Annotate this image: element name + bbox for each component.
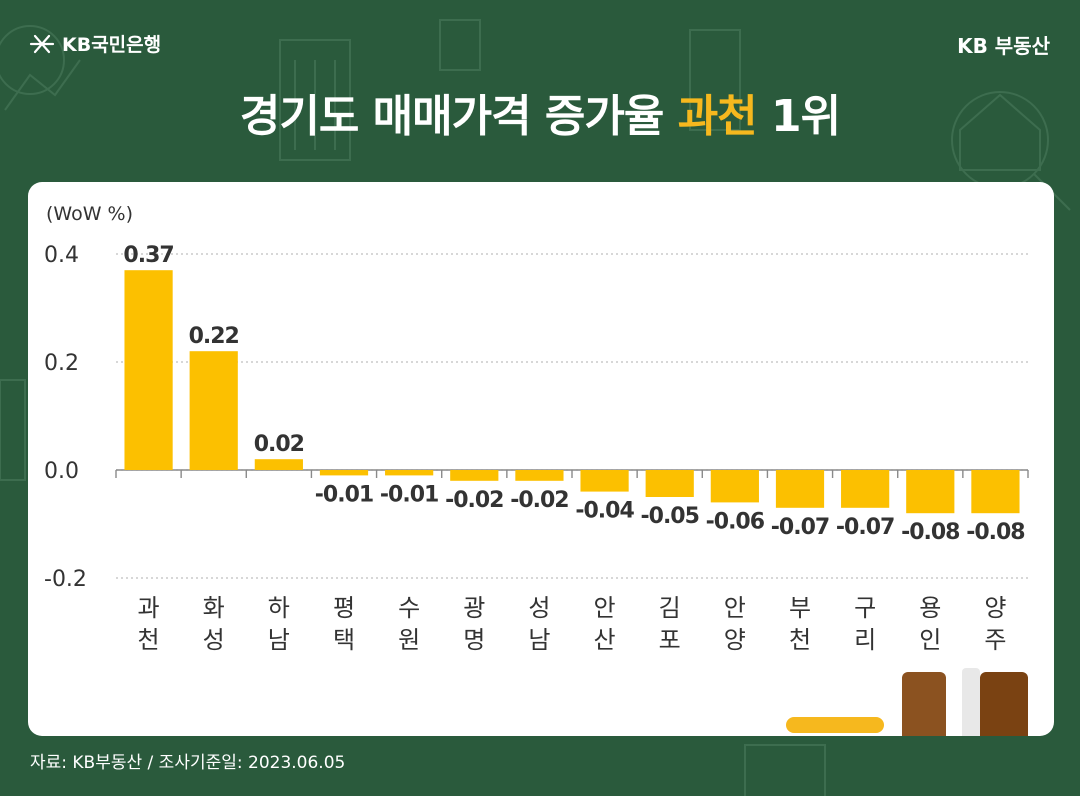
x-tick-label: 천 xyxy=(789,626,811,654)
brand-name: KB 부동산 xyxy=(957,34,1050,58)
bar xyxy=(906,470,955,514)
bar xyxy=(450,470,499,481)
data-label: -0.06 xyxy=(706,509,765,534)
kb-logo: KB국민은행 xyxy=(28,30,161,57)
x-tick-label: 명 xyxy=(463,626,485,654)
x-tick-label: 남 xyxy=(528,626,550,654)
page-title: 경기도 매매가격 증가율 과천 1위 xyxy=(0,80,1080,144)
bar xyxy=(645,470,694,497)
bar xyxy=(189,351,238,470)
bar xyxy=(710,470,759,503)
title-prefix: 경기도 매매가격 증가율 xyxy=(239,91,678,142)
x-tick-label: 과 xyxy=(138,594,160,622)
x-tick-label: 양 xyxy=(984,594,1006,622)
x-tick-label: 화 xyxy=(203,594,225,622)
x-tick-label: 안 xyxy=(724,594,746,622)
data-label: 0.37 xyxy=(123,243,173,268)
bar xyxy=(124,270,173,470)
data-label: -0.01 xyxy=(315,482,373,507)
data-label: 0.22 xyxy=(189,324,239,349)
data-label: -0.02 xyxy=(445,488,503,513)
x-tick-label: 리 xyxy=(854,626,876,654)
y-unit-label: (WoW %) xyxy=(46,203,133,225)
x-tick-label: 성 xyxy=(528,594,550,622)
bar xyxy=(385,470,434,476)
x-tick-label: 평 xyxy=(333,594,355,622)
x-tick-label: 포 xyxy=(659,626,681,654)
bar xyxy=(254,459,303,470)
x-tick-label: 하 xyxy=(268,594,290,622)
x-tick-label: 성 xyxy=(203,626,225,654)
pencil-decoration xyxy=(786,717,884,733)
x-tick-label: 양 xyxy=(724,626,746,654)
x-tick-label: 광 xyxy=(463,594,485,622)
y-tick-label: 0.4 xyxy=(44,243,79,268)
data-label: -0.07 xyxy=(836,515,894,540)
data-label: -0.08 xyxy=(901,520,959,545)
bar xyxy=(580,470,629,492)
bar xyxy=(971,470,1020,514)
data-label: 0.02 xyxy=(254,432,304,457)
data-label: -0.05 xyxy=(641,504,699,529)
bar xyxy=(775,470,825,508)
title-highlight: 과천 xyxy=(677,91,758,142)
kb-star-icon xyxy=(29,34,55,53)
y-tick-label: 0.2 xyxy=(44,351,79,376)
x-tick-label: 인 xyxy=(919,626,941,654)
bar xyxy=(841,470,890,508)
x-tick-label: 김 xyxy=(659,594,681,622)
x-tick-label: 택 xyxy=(333,626,355,654)
x-tick-label: 구 xyxy=(854,594,876,622)
title-suffix: 1위 xyxy=(756,91,841,142)
y-tick-label: 0.0 xyxy=(44,459,79,484)
x-tick-label: 남 xyxy=(268,626,290,654)
x-tick-label: 천 xyxy=(138,626,160,654)
x-tick-label: 용 xyxy=(919,594,941,622)
logo-text: KB국민은행 xyxy=(62,34,162,56)
x-tick-label: 원 xyxy=(398,626,420,654)
book-decoration xyxy=(962,668,980,736)
x-tick-label: 안 xyxy=(594,594,616,622)
data-label: -0.08 xyxy=(966,520,1024,545)
book-decoration xyxy=(902,672,946,736)
data-label: -0.07 xyxy=(771,515,829,540)
x-tick-label: 산 xyxy=(594,626,616,654)
chart-card: (WoW %) 0.4 0.2 0.0 -0.2 0.37 과 천 0.22 화 성 0.02 하 남 -0… xyxy=(28,182,1054,736)
data-label: -0.01 xyxy=(380,482,438,507)
data-label: -0.04 xyxy=(575,499,634,524)
data-label: -0.02 xyxy=(510,488,568,513)
x-tick-label: 부 xyxy=(789,594,811,622)
bar xyxy=(319,470,369,476)
x-tick-label: 수 xyxy=(398,594,420,622)
bar-chart: (WoW %)0.40.20.0-0.20.37과천0.22화성0.02하남-0… xyxy=(44,203,1029,654)
x-tick-label: 주 xyxy=(984,626,1006,654)
y-tick-label: -0.2 xyxy=(44,567,87,592)
book-decoration xyxy=(980,672,1028,736)
source-note: 자료: KB부동산 / 조사기준일: 2023.06.05 xyxy=(30,753,346,773)
bar xyxy=(515,470,564,481)
